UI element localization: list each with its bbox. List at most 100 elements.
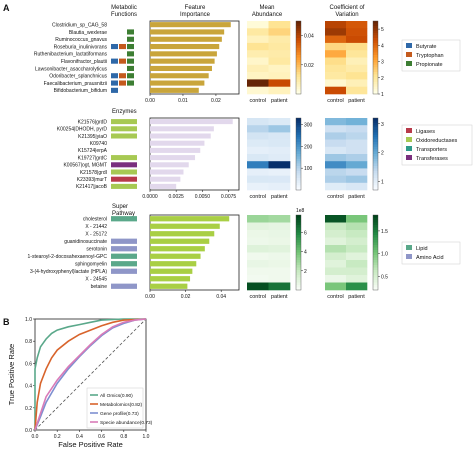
colorbar-segment <box>373 74 378 78</box>
colorbar-segment <box>373 125 378 128</box>
feature-bar <box>150 140 205 146</box>
colorbar-segment <box>373 139 378 143</box>
colorbar-segment <box>373 84 378 87</box>
colorbar-segment <box>373 250 378 253</box>
colorbar-segment <box>373 132 378 136</box>
heatmap-cell <box>325 21 347 29</box>
colorbar-segment <box>296 235 301 238</box>
colorbar-segment <box>373 154 378 157</box>
colorbar-segment <box>373 30 378 34</box>
colorbar-segment <box>296 59 301 63</box>
colorbar-segment <box>373 242 378 246</box>
colorbar-segment <box>296 175 301 179</box>
heatmap-cell <box>325 86 347 95</box>
colorbar-segment <box>373 156 378 160</box>
heatmap-cell <box>268 215 291 223</box>
heatmap-cell <box>346 154 368 162</box>
colorbar-segment <box>373 142 378 145</box>
heatmap-cell <box>325 275 347 283</box>
heatmap-column-label: patient <box>348 98 365 104</box>
function-tag <box>111 246 137 252</box>
feature-bar <box>150 223 220 229</box>
feature-bar <box>150 276 191 282</box>
colorbar-segment <box>296 33 301 36</box>
colorbar-segment <box>296 134 301 138</box>
colorbar-frame <box>372 20 379 95</box>
heatmap-cell <box>247 154 269 162</box>
colorbar-segment <box>296 89 301 92</box>
feature-bar <box>150 29 225 35</box>
colorbar-segment <box>296 178 301 181</box>
colorbar-segment <box>373 173 378 176</box>
colorbar-segment <box>373 47 378 51</box>
feature-label: betaine <box>91 284 108 290</box>
heatmap-cell <box>268 282 291 291</box>
heatmap-cell <box>268 72 291 80</box>
feature-label: K21578|grdI <box>80 170 107 176</box>
colorbar-tick-label: 1.5 <box>381 229 388 235</box>
feature-bar <box>150 58 215 64</box>
x-tick-label: 0.0 <box>32 434 39 440</box>
feature-bar <box>150 43 220 50</box>
colorbar-segment <box>296 81 301 85</box>
heatmap-cell <box>346 35 368 44</box>
heatmap-cell <box>247 252 269 261</box>
colorbar-segment <box>373 67 378 70</box>
colorbar-tick-label: 6 <box>304 230 307 236</box>
colorbar-segment <box>296 173 301 176</box>
colorbar-segment <box>373 21 378 24</box>
heatmap-cell <box>268 267 291 276</box>
heatmap-cell <box>268 42 291 51</box>
legend-item-label: Tryptophan <box>416 53 444 59</box>
colorbar-segment <box>373 235 378 238</box>
heatmap-cell <box>325 222 347 231</box>
heatmap-cell <box>268 154 291 162</box>
x-tick-label: 0.00 <box>145 98 155 104</box>
colorbar-segment <box>296 28 301 32</box>
colorbar-segment <box>296 247 301 251</box>
heatmap-cell <box>247 245 269 253</box>
colorbar-segment <box>296 222 301 226</box>
heatmap-cell <box>247 42 269 51</box>
legend-swatch <box>406 137 412 142</box>
legend-item-label: Transferases <box>416 156 448 162</box>
colorbar-tick-label: 0.04 <box>304 34 314 40</box>
heatmap-cell <box>268 50 291 58</box>
header-mean-abundance: Abundance <box>252 12 283 18</box>
feature-label: Faecalibacterium_prausnitzii <box>44 81 107 87</box>
colorbar-segment <box>296 25 301 29</box>
colorbar-segment <box>373 146 378 150</box>
feature-bar <box>150 80 205 86</box>
heatmap-cell <box>247 139 269 148</box>
function-tag <box>111 283 137 289</box>
colorbar-segment <box>296 67 301 70</box>
roc-legend-label: Metabolomics(0.82) <box>100 402 143 408</box>
colorbar-segment <box>296 55 301 58</box>
colorbar-segment <box>373 222 378 226</box>
colorbar-segment <box>296 161 301 164</box>
colorbar-segment <box>296 62 301 66</box>
colorbar-segment <box>373 151 378 155</box>
heatmap-cell <box>346 132 368 140</box>
heatmap-cell <box>346 72 368 80</box>
heatmap-cell <box>247 132 269 140</box>
colorbar-segment <box>373 265 378 268</box>
colorbar-segment <box>373 81 378 85</box>
function-tag <box>127 43 134 50</box>
feature-bar <box>150 216 230 222</box>
colorbar-segment <box>296 267 301 271</box>
heatmap-cell <box>325 175 347 184</box>
colorbar-segment <box>296 137 301 140</box>
colorbar-segment <box>373 158 378 162</box>
legend-swatch <box>406 61 412 66</box>
y-tick-label: 0.0 <box>25 428 32 434</box>
section-label-super-pathway: Pathway <box>112 211 135 217</box>
x-tick-label: 0.02 <box>181 294 191 300</box>
colorbar-tick-label: 4 <box>381 43 384 49</box>
heatmap-cell <box>268 79 291 87</box>
colorbar-segment <box>373 182 378 186</box>
heatmap-cell <box>325 72 347 80</box>
heatmap-cell <box>325 79 347 87</box>
colorbar-segment <box>373 79 378 83</box>
bar-axes-frame <box>149 20 240 95</box>
